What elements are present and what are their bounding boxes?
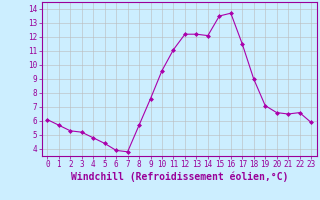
X-axis label: Windchill (Refroidissement éolien,°C): Windchill (Refroidissement éolien,°C): [70, 172, 288, 182]
